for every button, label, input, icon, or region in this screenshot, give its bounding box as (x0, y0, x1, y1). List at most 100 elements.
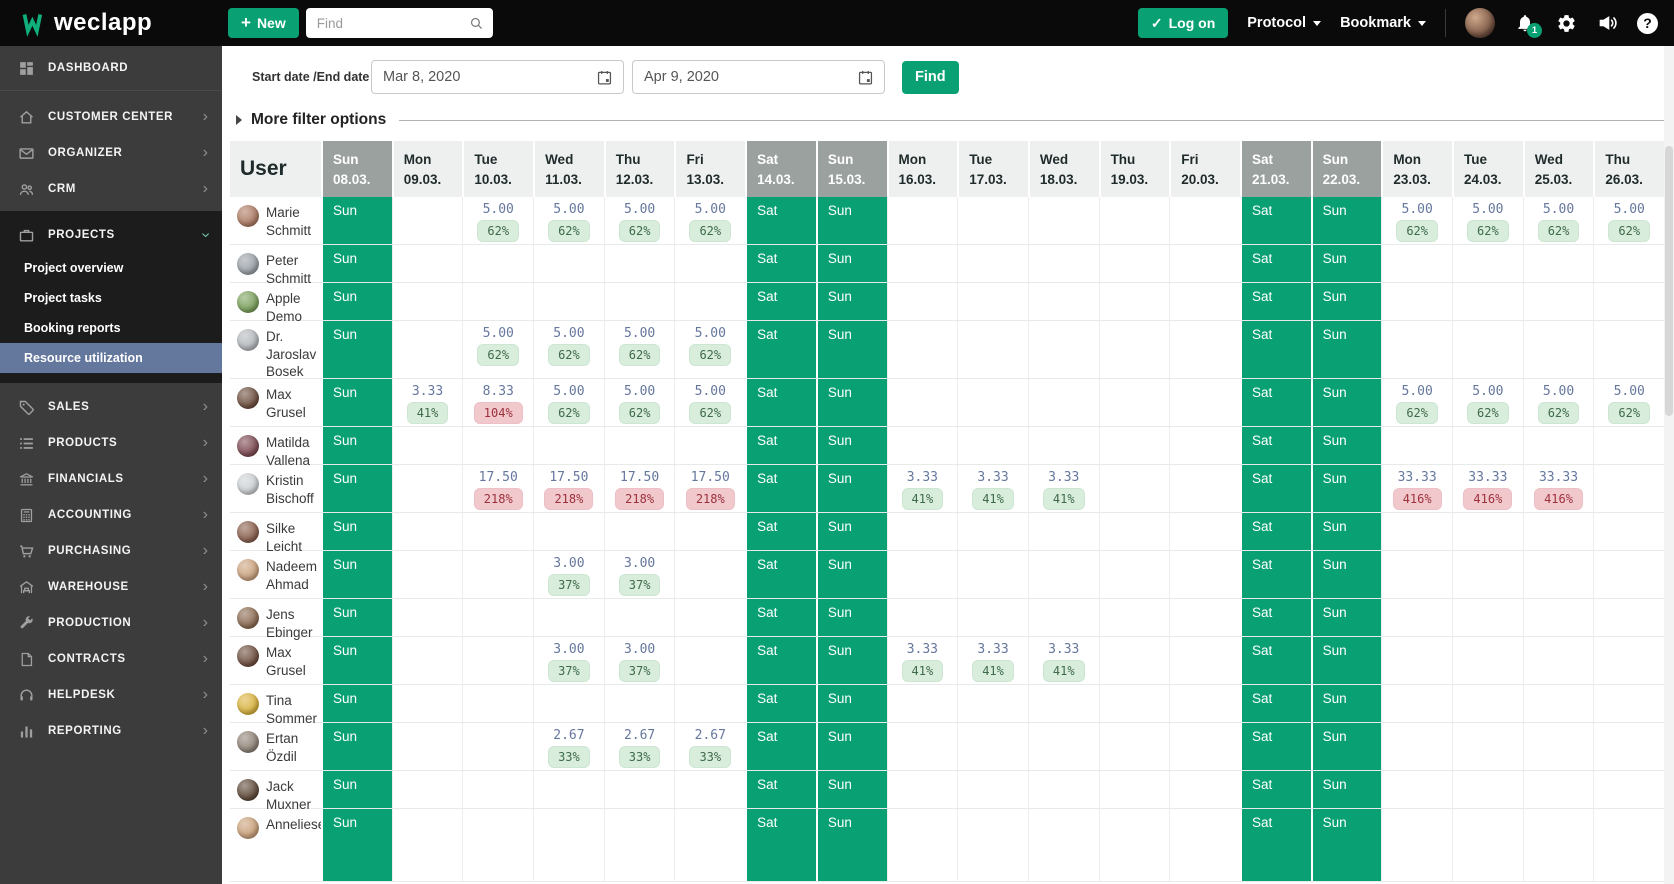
sidebar-nav: DASHBOARD CUSTOMER CENTER › ORGANIZER › CRM › P… (0, 46, 222, 884)
sidebar-item-label: WAREHOUSE (48, 581, 129, 593)
bookmark-menu[interactable]: Bookmark (1340, 15, 1426, 31)
utilization-cell (957, 685, 1028, 722)
weekend-cell: Sun (321, 245, 392, 282)
utilization-cell (533, 809, 604, 881)
weekend-cell: Sun (1310, 379, 1382, 426)
sidebar-item-helpdesk[interactable]: HELPDESK › (0, 677, 222, 713)
sidebar-item-accounting[interactable]: ACCOUNTING › (0, 497, 222, 533)
utilization-cell (1593, 723, 1664, 770)
utilization-cell (674, 809, 745, 881)
sidebar-item-projects[interactable]: PROJECTS › (0, 217, 222, 253)
utilization-cell (1098, 599, 1170, 636)
sidebar-item-contracts[interactable]: CONTRACTS › (0, 641, 222, 677)
notifications-button[interactable]: 1 (1514, 12, 1542, 38)
sidebar-item-financials[interactable]: FINANCIALS › (0, 461, 222, 497)
utilization-cell: 3.33 41% (886, 637, 958, 684)
utilization-cell: 8.33 104% (462, 379, 533, 426)
search-icon[interactable] (468, 15, 485, 32)
table-row: Anneliese Sun Sat Sun Sat Sun (230, 809, 1665, 882)
start-date-input[interactable] (383, 69, 595, 85)
warehouse-icon (18, 579, 35, 596)
end-date-field[interactable] (632, 60, 885, 94)
utilization-badge: 104% (473, 402, 523, 424)
utilization-cell (957, 771, 1028, 808)
sidebar-item-customer-center[interactable]: CUSTOMER CENTER › (0, 99, 222, 135)
avatar (237, 607, 259, 629)
more-filter-options-toggle[interactable]: More filter options (236, 111, 1664, 129)
sidebar-item-project-overview[interactable]: Project overview (24, 261, 124, 275)
hours-value: 5.00 (623, 384, 656, 399)
utilization-cell (1593, 809, 1664, 881)
utilization-cell (1169, 321, 1240, 378)
sidebar-item-warehouse[interactable]: WAREHOUSE › (0, 569, 222, 605)
utilization-cell (1593, 637, 1664, 684)
sidebar-item-products[interactable]: PRODUCTS › (0, 425, 222, 461)
avatar (237, 435, 259, 457)
sidebar-item-booking-reports[interactable]: Booking reports (24, 321, 121, 335)
column-date-label: 15.03. (827, 172, 866, 188)
chevron-right-icon: › (202, 686, 208, 703)
utilization-cell (1169, 283, 1240, 320)
column-day-label: Wed (1039, 152, 1069, 167)
help-button[interactable]: ? (1637, 12, 1658, 34)
hours-value: 5.00 (1613, 384, 1645, 399)
utilization-badge: 41% (406, 402, 449, 424)
sidebar-item-project-tasks[interactable]: Project tasks (24, 291, 102, 305)
utilization-cell (1027, 197, 1099, 244)
weekend-cell: Sat (1239, 465, 1311, 512)
envelope-icon (18, 145, 35, 162)
logon-button[interactable]: ✓ Log on (1137, 8, 1229, 38)
utilization-cell (462, 771, 533, 808)
weekend-cell: Sat (1239, 809, 1311, 881)
column-header-sun-22-03: Sun 22.03. (1310, 141, 1382, 197)
scrollbar-thumb[interactable] (1665, 146, 1673, 416)
sidebar-item-resource-utilization[interactable]: Resource utilization (0, 343, 222, 373)
utilization-cell (1381, 723, 1452, 770)
column-date-label: 26.03. (1605, 172, 1643, 188)
plus-icon: + (241, 13, 251, 32)
weekend-cell: Sat (1239, 637, 1311, 684)
sidebar-item-production[interactable]: PRODUCTION › (0, 605, 222, 641)
sidebar-item-sales[interactable]: SALES › (0, 389, 222, 425)
document-icon (18, 651, 35, 668)
search-input[interactable] (316, 15, 468, 31)
weekend-cell: Sat (745, 321, 816, 378)
sidebar-item-reporting[interactable]: REPORTING › (0, 713, 222, 749)
utilization-cell (886, 685, 958, 722)
utilization-badge: 41% (972, 488, 1014, 510)
home-icon (18, 109, 35, 126)
calendar-icon[interactable] (595, 68, 614, 87)
find-button-label: Find (915, 69, 946, 85)
utilization-cell (674, 513, 745, 550)
utilization-cell: 3.33 41% (1027, 465, 1099, 512)
calendar-icon[interactable] (856, 68, 875, 87)
utilization-cell (1522, 685, 1594, 722)
protocol-menu[interactable]: Protocol (1247, 15, 1322, 31)
user-cell: Ertan Özdil (230, 723, 321, 770)
weekend-cell: Sun (1310, 197, 1382, 244)
global-search (305, 8, 493, 38)
sidebar-item-crm[interactable]: CRM › (0, 171, 222, 207)
settings-button[interactable] (1555, 12, 1577, 34)
utilization-cell (391, 685, 463, 722)
utilization-cell (391, 551, 463, 598)
start-date-field[interactable] (371, 60, 624, 94)
weekend-cell: Sun (321, 197, 392, 244)
sidebar-item-purchasing[interactable]: PURCHASING › (0, 533, 222, 569)
end-date-input[interactable] (644, 69, 856, 85)
sidebar-item-dashboard[interactable]: DASHBOARD (0, 46, 222, 91)
column-date-label: 16.03. (898, 172, 937, 188)
announcements-button[interactable] (1596, 12, 1618, 34)
utilization-cell (391, 427, 463, 464)
sidebar-item-organizer[interactable]: ORGANIZER › (0, 135, 222, 171)
utilization-cell (1169, 379, 1240, 426)
weclapp-logo[interactable]: weclapp (20, 9, 228, 37)
weekend-cell: Sun (321, 465, 392, 512)
user-avatar[interactable] (1465, 8, 1495, 38)
utilization-cell (1593, 685, 1664, 722)
utilization-cell: 5.00 62% (1593, 379, 1664, 426)
find-button[interactable]: Find (902, 60, 959, 94)
utilization-cell (533, 513, 604, 550)
new-button[interactable]: + New (228, 8, 299, 38)
